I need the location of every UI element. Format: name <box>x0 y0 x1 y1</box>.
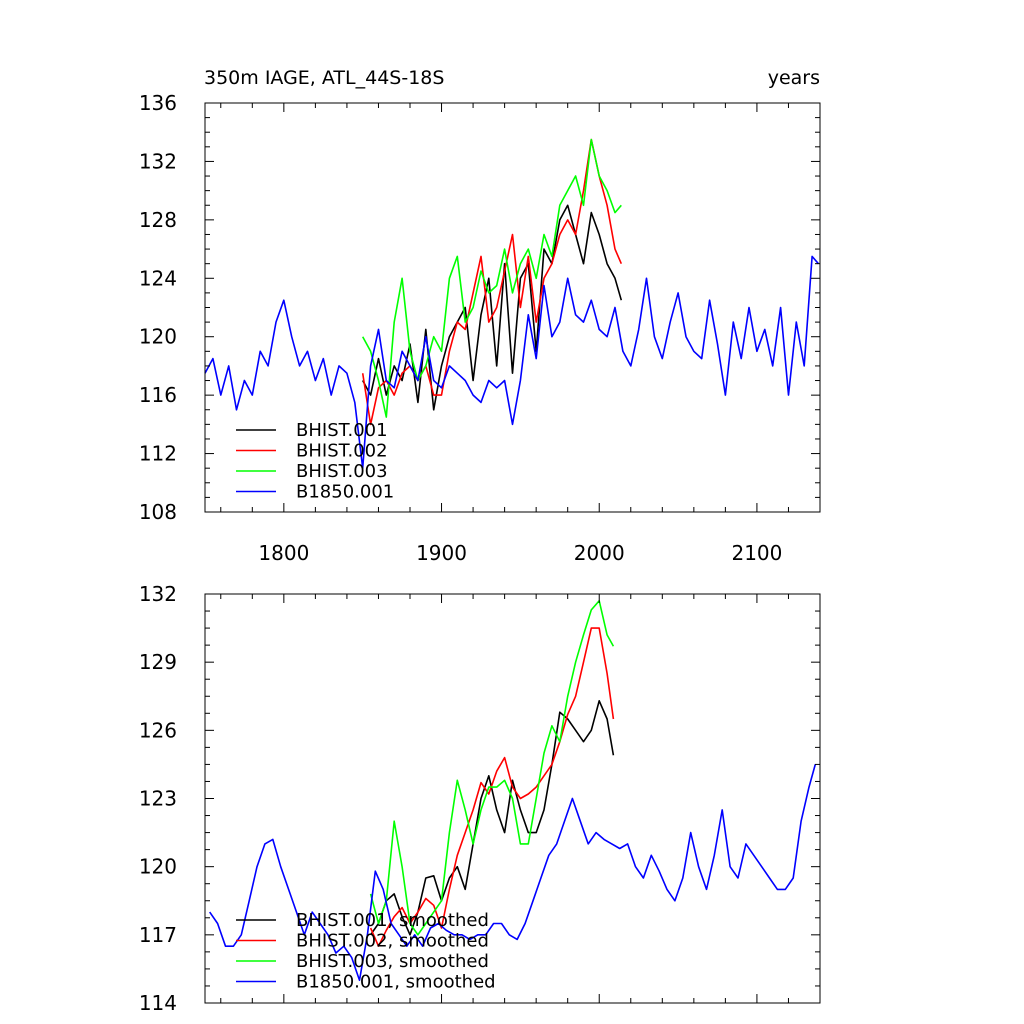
chart-title: 350m IAGE, ATL_44S-18S <box>204 67 444 89</box>
y-tick-label: 132 <box>139 582 177 606</box>
x-tick-label: 2100 <box>731 541 782 565</box>
y-tick-label: 112 <box>139 442 177 466</box>
series-line-bhist-001 <box>361 204 623 411</box>
series-line-bhist-003-smoothed <box>369 599 615 936</box>
y-tick-label: 132 <box>139 149 177 173</box>
x-tick-label: 1800 <box>258 541 309 565</box>
y-tick-label: 108 <box>139 500 177 524</box>
top-panel: 350m IAGE, ATL_44S-18S years 108 112 116 12… <box>139 67 821 565</box>
y-tick-label: 116 <box>139 383 177 407</box>
legend-label: BHIST.001, smoothed <box>296 910 489 931</box>
series-line-bhist-002-smoothed <box>369 627 615 948</box>
bottom-panel: 114 117 120 123 126 129 132 BHIST.001, smoothed… <box>139 582 821 1015</box>
legend-label: B1850.001 <box>296 482 394 503</box>
x-tick-label: 2000 <box>574 541 625 565</box>
legend-label: B1850.001, smoothed <box>296 972 496 993</box>
y-tick-label: 123 <box>139 787 177 811</box>
series-line-bhist-002 <box>361 138 623 426</box>
y-tick-label: 128 <box>139 208 177 232</box>
y-tick-label: 136 <box>139 91 177 115</box>
y-tick-label: 124 <box>139 266 177 290</box>
legend-label: BHIST.003, smoothed <box>296 951 489 972</box>
y-tick-label: 117 <box>139 923 177 947</box>
units-label: years <box>768 67 820 89</box>
y-tick-label: 114 <box>139 991 177 1015</box>
series-line-bhist-003 <box>361 138 622 418</box>
y-tick-label: 129 <box>139 650 177 674</box>
legend-label: BHIST.002, smoothed <box>296 931 489 952</box>
y-tick-label: 120 <box>139 855 177 879</box>
legend-label: BHIST.001 <box>296 420 388 441</box>
x-tick-label: 1900 <box>416 541 467 565</box>
legend-label: BHIST.002 <box>296 441 388 462</box>
legend-label: BHIST.003 <box>296 461 388 482</box>
y-tick-label: 120 <box>139 325 177 349</box>
series-line-b1850-001 <box>204 255 820 470</box>
series-line-bhist-001-smoothed <box>369 699 615 936</box>
series-line-b1850-001-smoothed <box>209 764 817 982</box>
y-tick-label: 126 <box>139 718 177 742</box>
